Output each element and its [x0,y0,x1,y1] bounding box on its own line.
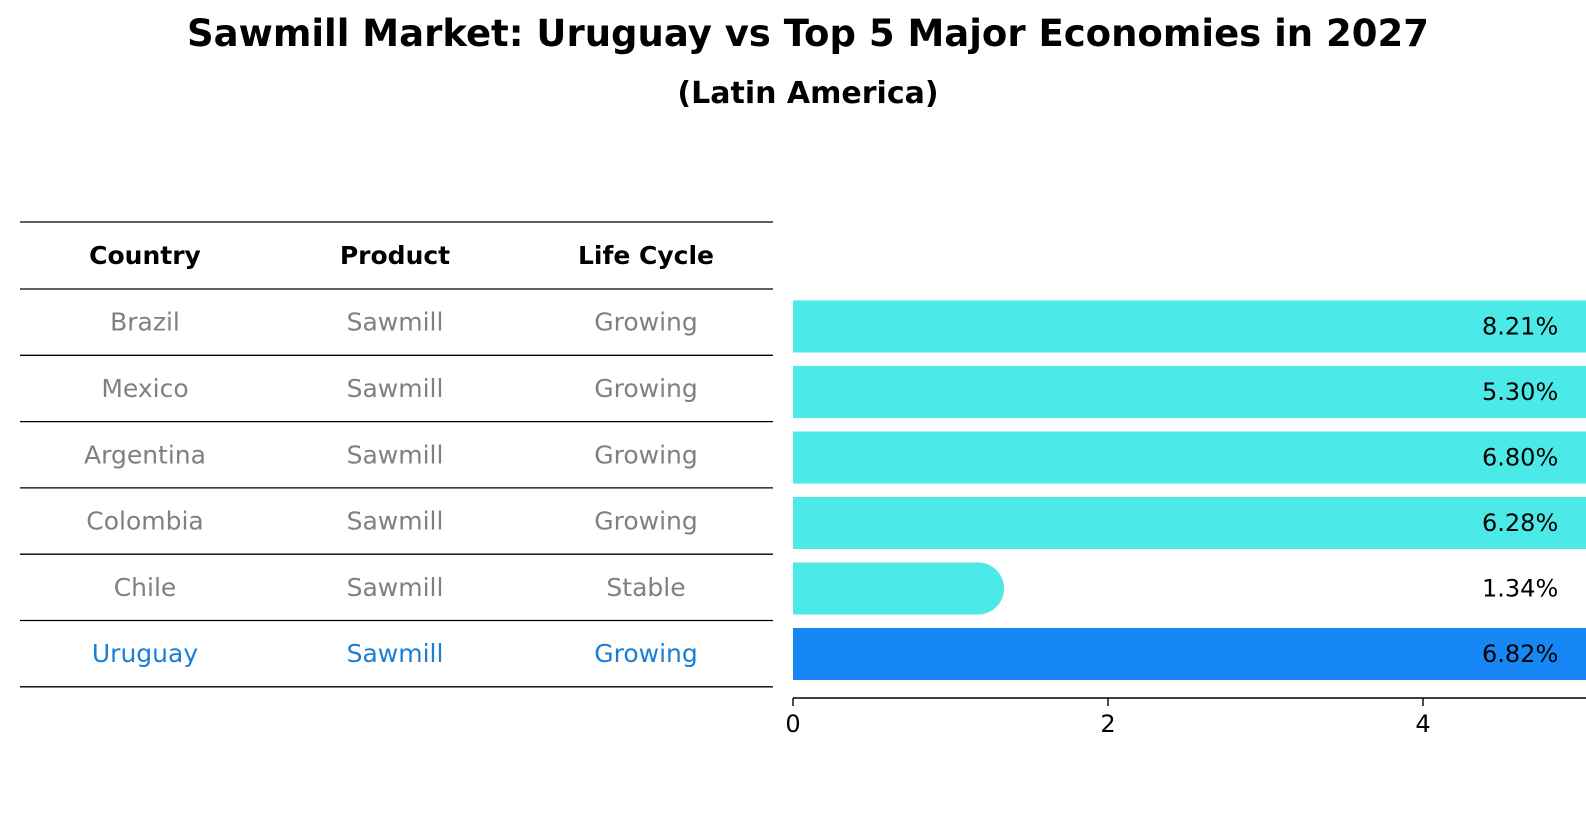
bar-brazil [793,300,1586,353]
bar-colombia [793,497,1586,549]
value-label: 6.28% [1482,509,1558,537]
table-cell: Argentina [84,440,206,469]
table-cell: Sawmill [347,639,444,668]
table-cell: Stable [606,573,685,602]
table-cell: Growing [594,639,698,668]
table-cell: Growing [594,308,698,337]
x-tick-label: 4 [1415,710,1430,738]
table-cell: Growing [594,374,698,403]
table-cell: Sawmill [347,573,444,602]
bar-uruguay [793,628,1586,680]
table-cell: Brazil [110,308,180,337]
x-tick-label: 2 [1100,710,1115,738]
chart-title: Sawmill Market: Uruguay vs Top 5 Major E… [187,12,1429,55]
table-cell: Colombia [86,507,203,536]
table-cell: Sawmill [347,308,444,337]
x-tick-label: 0 [785,710,800,738]
table-header-1: Product [340,241,450,270]
value-label: 1.34% [1482,575,1558,603]
value-label: 6.80% [1482,444,1558,472]
value-label: 8.21% [1482,313,1558,341]
table-cell: Sawmill [347,374,444,403]
table-cell: Sawmill [347,440,444,469]
table-header-0: Country [89,241,201,270]
table-cell: Chile [114,573,177,602]
table-cell: Mexico [101,374,188,403]
table-header-2: Life Cycle [578,241,714,270]
bar-chile [793,562,1005,615]
value-label: 6.82% [1482,640,1558,668]
table-cell: Sawmill [347,507,444,536]
table-cell: Uruguay [92,639,198,668]
bar-argentina [793,431,1586,484]
table-cell: Growing [594,507,698,536]
table-cell: Growing [594,440,698,469]
value-label: 5.30% [1482,378,1558,406]
chart-subtitle: (Latin America) [677,76,939,111]
bar-mexico [793,366,1586,418]
